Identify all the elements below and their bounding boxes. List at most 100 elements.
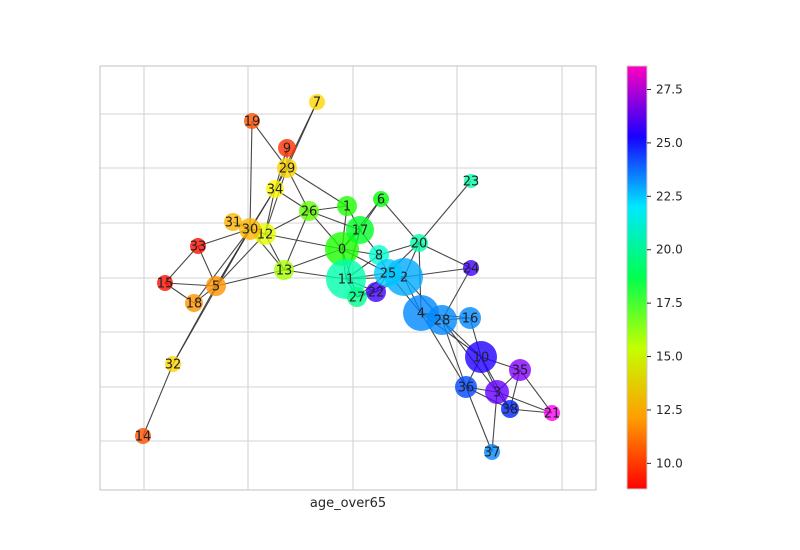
node-label-27: 27 [349,291,366,306]
node-label-31: 31 [225,216,242,231]
node-29 [277,158,297,178]
edge-36-37 [465,386,493,453]
edge-20-23 [418,180,472,244]
edge-26-13 [283,210,310,271]
node-label-18: 18 [186,297,203,312]
node-label-8: 8 [375,249,383,264]
node-17 [346,216,374,244]
colorbar-tick-label: 10.0 [656,456,683,470]
node-5 [206,276,226,296]
node-label-32: 32 [165,358,182,373]
edge-12-5 [215,233,266,287]
node-label-20: 20 [411,237,428,252]
node-label-14: 14 [135,430,152,445]
node-33 [190,238,206,254]
colorbar-frame [626,65,648,490]
node-16 [459,307,481,329]
node-27 [347,287,367,307]
node-label-15: 15 [157,277,174,292]
edge-5-32 [172,285,217,365]
node-label-29: 29 [279,162,296,177]
node-label-34: 34 [267,183,284,198]
edge-33-15 [164,245,199,284]
colorbar-tick-label: 22.5 [656,189,683,203]
node-13 [274,260,294,280]
edge-29-1 [286,167,348,207]
node-label-2: 2 [400,271,408,286]
node-1 [337,196,357,216]
node-18 [185,294,203,312]
x-axis-label: age_over65 [310,496,386,511]
node-6 [373,191,389,207]
node-label-30: 30 [242,223,259,238]
node-label-5: 5 [212,280,220,295]
node-20 [410,234,428,252]
node-label-7: 7 [313,96,321,111]
node-3 [485,380,509,404]
edge-5-13 [215,269,285,287]
node-label-25: 25 [380,267,397,282]
colorbar-tick-label: 15.0 [656,350,683,364]
node-label-11: 11 [338,273,355,288]
edge-6-20 [380,198,420,244]
node-label-17: 17 [352,224,369,239]
node-label-38: 38 [502,403,519,418]
node-label-13: 13 [276,264,293,279]
edge-32-14 [142,363,174,437]
node-34 [266,180,284,198]
colorbar-tick-label: 20.0 [656,243,683,257]
node-label-12: 12 [257,228,274,243]
node-21 [544,405,560,421]
edge-20-24 [418,242,472,269]
node-31 [224,213,242,231]
colorbar-tick-label: 12.5 [656,403,683,417]
node-label-24: 24 [463,262,480,277]
node-label-9: 9 [283,142,291,157]
node-label-6: 6 [377,193,385,208]
node-0 [325,232,359,266]
node-label-10: 10 [473,351,490,366]
node-layer: 0123456789101112131415161718192021222324… [135,94,561,461]
node-32 [165,356,181,372]
edge-19-30 [249,120,253,230]
node-label-35: 35 [512,364,529,379]
node-22 [366,282,386,302]
node-label-19: 19 [244,115,261,130]
node-9 [278,139,296,157]
node-36 [455,376,477,398]
node-label-21: 21 [544,407,561,422]
node-label-1: 1 [343,200,351,215]
node-15 [157,275,173,291]
node-label-0: 0 [338,243,346,258]
node-label-26: 26 [301,205,318,220]
node-7 [309,94,325,110]
colorbar-tick-label: 27.5 [656,83,683,97]
edge-30-18 [193,228,251,304]
node-26 [299,201,319,221]
colorbar-tick-label: 17.5 [656,296,683,310]
node-37 [484,444,500,460]
node-label-23: 23 [463,175,480,190]
node-38 [501,400,519,418]
node-label-16: 16 [462,312,479,327]
plot-frame [99,65,597,491]
node-label-4: 4 [417,307,425,322]
node-28 [427,305,457,335]
node-23 [464,174,478,188]
node-label-3: 3 [493,386,501,401]
colorbar-ticks: 10.0 12.5 15.0 17.5 20.0 22.5 25.0 27.5 [647,83,683,470]
node-label-36: 36 [458,381,475,396]
node-10 [465,341,497,373]
node-label-37: 37 [484,446,501,461]
node-25 [374,259,402,287]
node-19 [244,113,260,129]
node-label-22: 22 [368,286,385,301]
node-30 [239,218,261,240]
node-35 [509,359,531,381]
node-label-28: 28 [434,314,451,329]
node-14 [135,428,151,444]
node-24 [463,260,479,276]
edge-29-12 [264,167,288,235]
